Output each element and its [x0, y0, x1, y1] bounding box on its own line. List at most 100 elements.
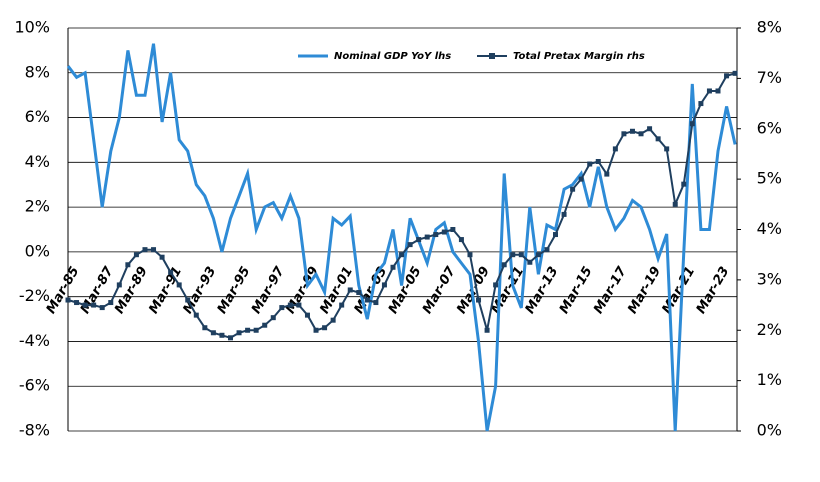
- marker: [724, 73, 730, 79]
- marker: [493, 282, 499, 288]
- x-tick-label: Mar-19: [625, 264, 664, 316]
- marker: [612, 146, 618, 152]
- marker: [322, 325, 328, 331]
- marker: [621, 131, 627, 137]
- marker: [347, 287, 353, 293]
- marker: [364, 297, 370, 303]
- marker: [706, 88, 712, 94]
- marker: [202, 325, 208, 331]
- marker: [330, 317, 336, 323]
- marker: [185, 297, 191, 303]
- marker: [424, 234, 430, 240]
- marker: [664, 146, 670, 152]
- x-tick-label: Mar-91: [146, 264, 185, 316]
- marker: [262, 322, 268, 328]
- legend-label: Nominal GDP YoY lhs: [334, 51, 451, 62]
- x-tick-label: Mar-93: [181, 264, 220, 316]
- y2-tick-label: 6%: [757, 118, 782, 137]
- marker: [570, 186, 576, 192]
- marker: [672, 201, 678, 207]
- y-tick-label: -8%: [19, 421, 50, 440]
- y2-tick-label: 4%: [757, 219, 782, 238]
- y2-tick-label: 5%: [757, 169, 782, 188]
- marker: [142, 247, 148, 253]
- marker: [484, 327, 490, 333]
- marker: [168, 269, 174, 275]
- marker: [193, 312, 199, 318]
- marker: [407, 242, 413, 248]
- marker: [629, 128, 635, 134]
- y-tick-label: -4%: [19, 331, 50, 350]
- marker: [698, 101, 704, 107]
- marker: [253, 327, 259, 333]
- legend-marker: [489, 53, 495, 59]
- marker: [655, 136, 661, 142]
- marker: [527, 259, 533, 265]
- marker: [74, 300, 80, 306]
- marker: [270, 315, 276, 321]
- marker: [159, 254, 165, 260]
- marker: [476, 297, 482, 303]
- x-tick-label: Mar-95: [215, 264, 254, 316]
- marker: [236, 330, 242, 336]
- marker: [458, 237, 464, 243]
- marker: [510, 252, 516, 258]
- marker: [339, 302, 345, 308]
- series-line: [66, 43, 737, 432]
- marker: [604, 171, 610, 177]
- marker: [304, 312, 310, 318]
- y2-tick-label: 8%: [757, 18, 782, 37]
- y2-tick-label: 2%: [757, 320, 782, 339]
- marker: [647, 126, 653, 132]
- marker: [501, 262, 507, 268]
- marker: [108, 300, 114, 306]
- marker: [544, 247, 550, 253]
- marker: [219, 332, 225, 338]
- marker: [313, 327, 319, 333]
- marker: [441, 229, 447, 235]
- marker: [390, 264, 396, 270]
- marker: [210, 330, 216, 336]
- marker: [450, 227, 456, 232]
- legend-label: Total Pretax Margin rhs: [513, 51, 645, 62]
- marker: [715, 88, 721, 94]
- marker: [638, 131, 644, 137]
- marker: [433, 232, 439, 238]
- x-tick-label: Mar-89: [112, 264, 151, 316]
- x-tick-label: Mar-21: [659, 264, 698, 316]
- marker: [732, 70, 738, 76]
- marker: [467, 252, 473, 258]
- marker: [91, 302, 97, 308]
- marker: [99, 305, 105, 311]
- y-tick-label: -2%: [19, 286, 50, 305]
- y-tick-label: 0%: [25, 241, 50, 260]
- marker: [151, 247, 157, 253]
- marker: [535, 252, 541, 258]
- marker: [125, 262, 131, 268]
- y-tick-label: -6%: [19, 376, 50, 395]
- y-tick-label: 10%: [14, 18, 50, 37]
- y-tick-label: 6%: [25, 107, 50, 126]
- marker: [133, 252, 139, 258]
- marker: [689, 121, 695, 127]
- marker: [553, 232, 558, 238]
- marker: [65, 297, 71, 303]
- x-tick-label: Mar-15: [557, 264, 596, 316]
- marker: [681, 181, 687, 187]
- x-tick-label: Mar-13: [523, 264, 562, 316]
- marker: [228, 335, 233, 341]
- marker: [381, 282, 387, 288]
- marker: [561, 211, 567, 217]
- marker: [587, 161, 593, 167]
- marker: [356, 289, 362, 295]
- marker: [82, 302, 88, 308]
- marker: [116, 282, 122, 288]
- marker: [595, 158, 601, 164]
- marker: [578, 176, 584, 182]
- marker: [176, 282, 182, 288]
- marker: [287, 302, 293, 308]
- y2-tick-label: 7%: [757, 68, 782, 87]
- y-tick-label: 8%: [25, 62, 50, 81]
- y-tick-label: 2%: [25, 197, 50, 216]
- marker: [245, 327, 251, 333]
